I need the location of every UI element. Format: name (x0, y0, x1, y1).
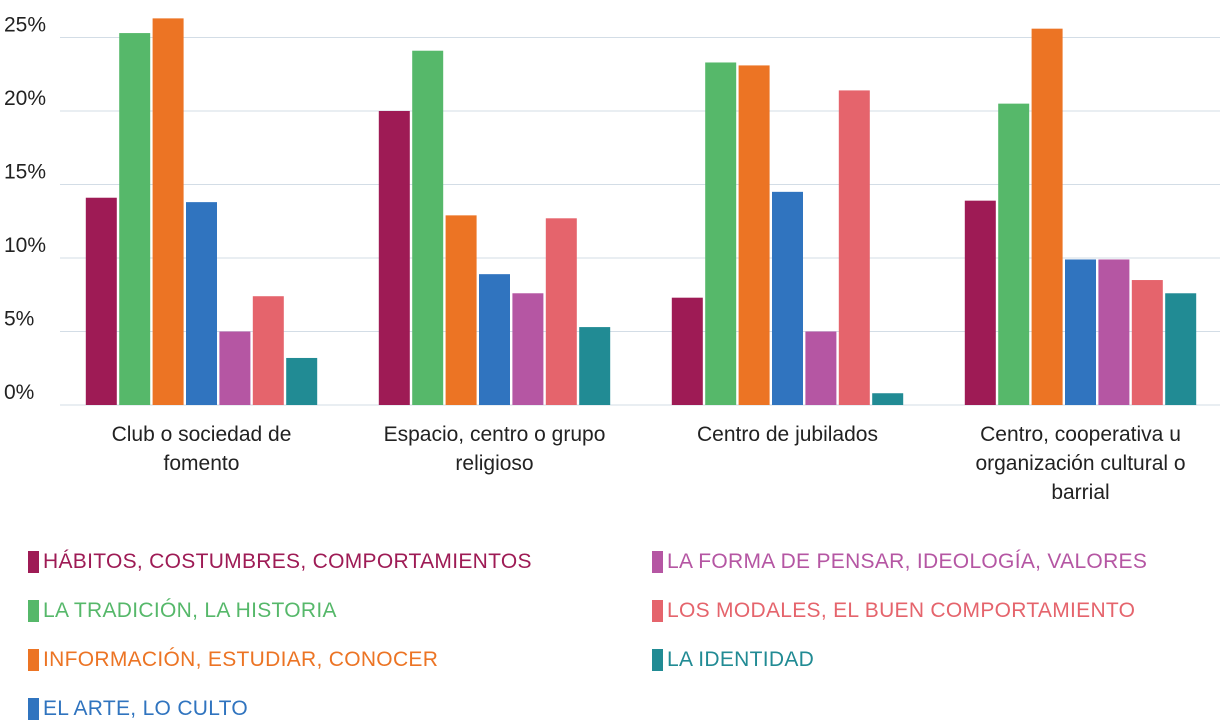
legend-swatch (28, 600, 39, 622)
bar (219, 331, 251, 405)
bar (805, 331, 837, 405)
y-tick-label: 25% (4, 13, 46, 36)
x-tick-label: Centro de jubilados (697, 423, 878, 446)
x-tick-label: Centro, cooperativa u organización cultu… (975, 423, 1186, 504)
legend-label: HÁBITOS, COSTUMBRES, COMPORTAMIENTOS (43, 550, 532, 573)
legend-item: HÁBITOS, COSTUMBRES, COMPORTAMIENTOS (28, 550, 532, 574)
bar (412, 50, 444, 405)
bar (286, 357, 318, 405)
legend-swatch (652, 649, 663, 671)
bar (1165, 293, 1197, 405)
y-tick-label: 10% (4, 234, 46, 257)
bar (186, 202, 217, 405)
legend-swatch (652, 600, 663, 622)
legend-item: LA IDENTIDAD (652, 648, 814, 672)
legend-swatch (28, 698, 39, 720)
legend-label: LOS MODALES, EL BUEN COMPORTAMIENTO (667, 599, 1136, 622)
legend-swatch (28, 649, 39, 671)
bar (1098, 259, 1130, 405)
bar (872, 393, 904, 405)
y-tick-label: 0% (4, 381, 34, 404)
legend-label: LA IDENTIDAD (667, 648, 815, 671)
bar (772, 191, 803, 405)
bar (512, 293, 544, 405)
legend-swatch (652, 551, 663, 573)
bar (479, 274, 510, 405)
legend-label: LA TRADICIÓN, LA HISTORIA (43, 599, 337, 622)
bar (705, 62, 737, 405)
bar (1031, 28, 1063, 405)
legend-label: EL ARTE, LO CULTO (43, 697, 249, 720)
x-tick-label: Espacio, centro o grupo religioso (383, 423, 606, 475)
bar (119, 33, 151, 405)
bar (378, 110, 410, 406)
bar (838, 90, 870, 405)
legend-item: LOS MODALES, EL BUEN COMPORTAMIENTO (652, 599, 1135, 623)
legend-label: INFORMACIÓN, ESTUDIAR, CONOCER (43, 648, 439, 671)
legend-label: LA FORMA DE PENSAR, IDEOLOGÍA, VALORES (667, 550, 1148, 573)
bar (1065, 259, 1096, 405)
bar (964, 200, 996, 405)
bar (445, 215, 477, 405)
bar (738, 65, 770, 405)
bar (152, 18, 184, 406)
bar (671, 297, 703, 405)
legend-item: EL ARTE, LO CULTO (28, 697, 248, 721)
legend-swatch (28, 551, 39, 573)
x-tick-label: Club o sociedad de fomento (111, 423, 292, 475)
y-tick-label: 15% (4, 160, 46, 183)
bar (1131, 280, 1163, 405)
bar (998, 103, 1030, 405)
bar (252, 296, 284, 405)
bar (545, 218, 577, 405)
legend-item: LA FORMA DE PENSAR, IDEOLOGÍA, VALORES (652, 550, 1147, 574)
bar (85, 197, 117, 405)
y-tick-label: 20% (4, 87, 46, 110)
legend-item: LA TRADICIÓN, LA HISTORIA (28, 599, 337, 623)
legend-item: INFORMACIÓN, ESTUDIAR, CONOCER (28, 648, 438, 672)
bar (579, 327, 611, 405)
y-tick-label: 5% (4, 307, 34, 330)
